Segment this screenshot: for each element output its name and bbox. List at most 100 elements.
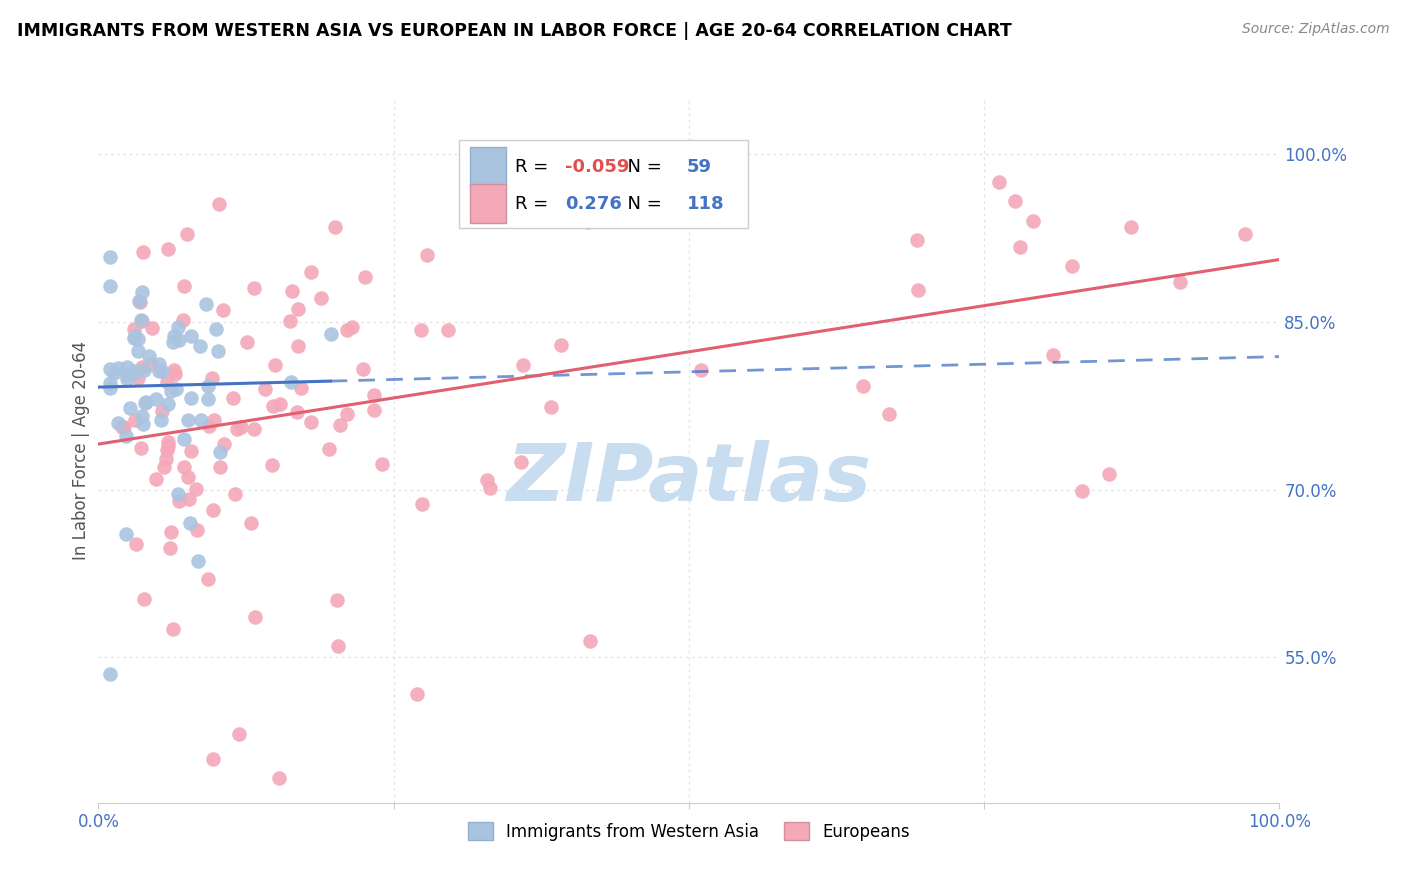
Point xyxy=(166,320,188,334)
Point xyxy=(172,313,194,327)
Point xyxy=(118,401,141,415)
Point xyxy=(152,403,174,417)
Text: R =: R = xyxy=(516,158,554,176)
Point xyxy=(245,610,267,624)
Point xyxy=(156,442,179,457)
Point xyxy=(1004,194,1026,208)
Point xyxy=(226,422,249,436)
Legend: Immigrants from Western Asia, Europeans: Immigrants from Western Asia, Europeans xyxy=(461,816,917,847)
Point xyxy=(167,333,190,347)
Point xyxy=(132,363,155,377)
Point xyxy=(148,364,170,378)
Point xyxy=(180,443,202,458)
Point xyxy=(363,403,385,417)
Point xyxy=(229,420,252,434)
Point xyxy=(160,384,183,399)
Point xyxy=(150,413,173,427)
Point xyxy=(576,215,599,229)
Point xyxy=(243,280,266,294)
Point xyxy=(299,265,322,279)
Text: 0.276: 0.276 xyxy=(565,194,621,213)
Point xyxy=(135,395,157,409)
Point xyxy=(371,457,394,471)
Point xyxy=(405,687,427,701)
Point xyxy=(157,397,180,411)
Point xyxy=(336,323,359,337)
Point xyxy=(190,413,212,427)
Text: -0.059: -0.059 xyxy=(565,158,630,176)
Point xyxy=(145,392,167,407)
Point xyxy=(224,486,246,500)
Point xyxy=(163,328,186,343)
Point xyxy=(139,357,162,371)
Point xyxy=(115,368,138,383)
Point xyxy=(155,452,177,467)
Point xyxy=(852,379,875,393)
Point xyxy=(186,523,208,537)
Point xyxy=(160,524,183,539)
Text: ZIPatlas: ZIPatlas xyxy=(506,440,872,517)
Text: N =: N = xyxy=(616,158,668,176)
Point xyxy=(177,491,200,506)
Point xyxy=(128,293,150,308)
Point xyxy=(202,752,225,766)
Point xyxy=(287,302,309,317)
Point xyxy=(1233,227,1256,241)
Point xyxy=(165,367,187,381)
Point xyxy=(157,435,180,450)
Text: 118: 118 xyxy=(686,194,724,213)
Point xyxy=(150,363,173,377)
Point xyxy=(510,455,533,469)
Point xyxy=(176,227,198,241)
Point xyxy=(253,382,276,396)
Point xyxy=(98,278,121,293)
Point xyxy=(115,360,138,375)
Point xyxy=(1022,214,1045,228)
Point xyxy=(156,375,179,389)
Point xyxy=(176,470,198,484)
Point xyxy=(319,327,342,342)
Point xyxy=(162,335,184,350)
Point xyxy=(122,331,145,345)
Point xyxy=(437,323,460,337)
Point xyxy=(1062,260,1084,274)
Point xyxy=(177,412,200,426)
Point xyxy=(197,392,219,406)
Point xyxy=(222,391,245,405)
Point xyxy=(211,303,233,318)
Point xyxy=(287,339,309,353)
Point xyxy=(179,516,201,531)
Point xyxy=(512,359,534,373)
Point xyxy=(131,285,153,299)
Point xyxy=(209,445,232,459)
FancyBboxPatch shape xyxy=(471,185,506,223)
Point xyxy=(1042,348,1064,362)
Point xyxy=(240,516,263,531)
Point xyxy=(363,388,385,402)
Point xyxy=(127,332,149,346)
Point xyxy=(131,360,153,375)
Point xyxy=(707,167,730,181)
Point xyxy=(98,381,121,395)
Point xyxy=(411,497,433,511)
Point xyxy=(208,197,231,211)
Point xyxy=(197,573,219,587)
Point xyxy=(114,420,136,434)
Point xyxy=(98,251,121,265)
Point xyxy=(318,442,340,456)
Point xyxy=(550,338,572,352)
FancyBboxPatch shape xyxy=(458,140,748,228)
Point xyxy=(153,459,176,474)
Point xyxy=(162,622,184,636)
Point xyxy=(988,175,1011,189)
Point xyxy=(186,482,208,496)
Text: Source: ZipAtlas.com: Source: ZipAtlas.com xyxy=(1241,22,1389,37)
Point xyxy=(1097,467,1119,481)
Point xyxy=(1168,275,1191,289)
Point xyxy=(197,419,219,434)
Point xyxy=(98,376,121,390)
Point xyxy=(595,148,617,162)
Point xyxy=(131,409,153,423)
Point xyxy=(165,382,187,396)
Point xyxy=(329,417,352,432)
